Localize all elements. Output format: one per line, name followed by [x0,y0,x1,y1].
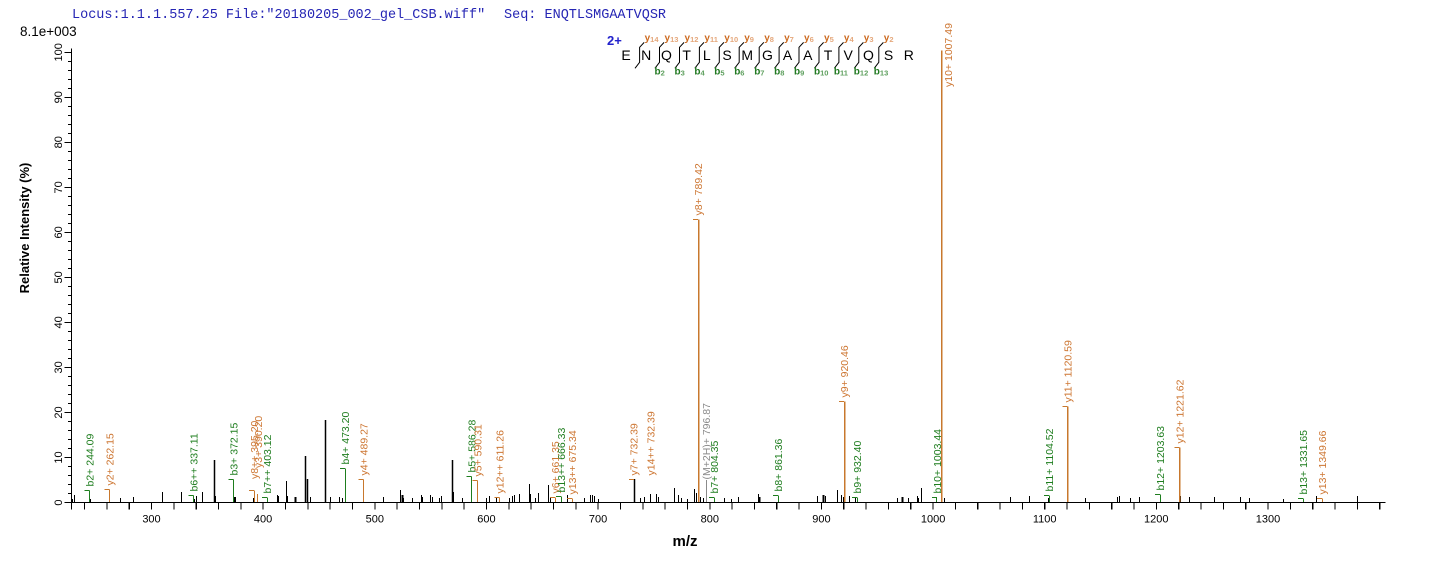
svg-text:E: E [621,47,630,63]
svg-text:L: L [703,47,711,63]
svg-text:600: 600 [477,514,495,526]
svg-text:1100: 1100 [1033,514,1057,526]
svg-text:30: 30 [53,361,65,373]
svg-text:b5: b5 [714,67,724,78]
svg-text:y12+ 1221.62: y12+ 1221.62 [1175,379,1187,443]
svg-text:y8: y8 [764,33,774,44]
svg-text:500: 500 [366,514,384,526]
svg-text:b8+ 861.36: b8+ 861.36 [773,438,785,491]
svg-text:G: G [762,47,773,63]
svg-text:V: V [844,47,854,63]
svg-text:y6: y6 [804,33,814,44]
svg-text:b4+ 473.20: b4+ 473.20 [340,411,352,464]
svg-text:b2: b2 [655,67,665,78]
svg-text:y8+ 789.42: y8+ 789.42 [693,163,705,215]
svg-text:y11: y11 [704,33,718,44]
svg-text:1000: 1000 [921,514,945,526]
svg-text:y2: y2 [884,33,894,44]
svg-text:b7+ 804.35: b7+ 804.35 [709,440,721,493]
svg-text:Q: Q [661,47,672,63]
svg-text:b11: b11 [834,67,848,78]
svg-text:y9+ 920.46: y9+ 920.46 [839,345,851,397]
svg-text:(M+2H)+ 796.87: (M+2H)+ 796.87 [701,403,713,480]
svg-text:y14++ 732.39: y14++ 732.39 [646,411,658,475]
svg-text:y6+ 661.35: y6+ 661.35 [550,441,562,493]
svg-text:1300: 1300 [1256,514,1280,526]
svg-text:b7: b7 [754,67,764,78]
svg-text:y11+ 1120.59: y11+ 1120.59 [1063,340,1075,403]
svg-text:y12++ 611.26: y12++ 611.26 [495,430,507,494]
svg-text:Q: Q [863,47,874,63]
svg-text:y3: y3 [864,33,874,44]
svg-text:T: T [824,47,833,63]
svg-text:N: N [641,47,651,63]
svg-text:b13: b13 [874,67,888,78]
svg-text:0: 0 [53,499,65,505]
svg-text:T: T [682,47,691,63]
svg-text:b12: b12 [854,67,868,78]
svg-text:y7: y7 [784,33,794,44]
svg-text:b7++ 403.12: b7++ 403.12 [262,434,274,493]
svg-text:90: 90 [53,91,65,103]
svg-text:100: 100 [53,43,65,61]
svg-text:b12+ 1203.63: b12+ 1203.63 [1155,426,1167,491]
svg-text:y13+ 1349.66: y13+ 1349.66 [1317,430,1329,494]
svg-text:b11+ 1104.52: b11+ 1104.52 [1044,428,1056,491]
svg-text:y5: y5 [824,33,834,44]
svg-text:800: 800 [701,514,719,526]
svg-text:y4+ 489.27: y4+ 489.27 [359,423,371,475]
svg-text:y8++ 395.20: y8++ 395.20 [249,420,261,479]
svg-text:y2+ 262.15: y2+ 262.15 [105,433,117,485]
svg-text:b6++ 337.11: b6++ 337.11 [189,433,201,491]
svg-text:Relative Intensity (%): Relative Intensity (%) [17,163,32,294]
svg-text:10: 10 [53,451,65,463]
svg-text:y5+ 590.31: y5+ 590.31 [473,424,485,476]
svg-text:y3+ 390.20: y3+ 390.20 [253,416,265,468]
svg-text:b6: b6 [734,67,744,78]
svg-text:300: 300 [142,514,160,526]
svg-text:60: 60 [53,226,65,238]
svg-text:b8: b8 [774,67,784,78]
svg-text:b3: b3 [675,67,685,78]
svg-text:y14: y14 [645,33,660,44]
svg-text:b9+ 932.40: b9+ 932.40 [852,440,864,493]
svg-text:1200: 1200 [1144,514,1168,526]
svg-text:y9: y9 [744,33,754,44]
svg-text:40: 40 [53,316,65,328]
svg-text:y12: y12 [685,33,699,44]
svg-text:20: 20 [53,406,65,418]
svg-text:y10: y10 [724,33,738,44]
svg-text:700: 700 [589,514,607,526]
svg-text:Locus:1.1.1.557.25 File:"20180: Locus:1.1.1.557.25 File:"20180205_002_ge… [72,8,485,23]
svg-text:400: 400 [254,514,272,526]
svg-text:y7+ 732.39: y7+ 732.39 [629,423,641,475]
svg-text:b4: b4 [694,67,705,78]
svg-text:y4: y4 [844,33,855,44]
svg-text:y13: y13 [665,33,679,44]
svg-text:y13++ 675.34: y13++ 675.34 [567,430,579,494]
svg-text:80: 80 [53,136,65,148]
svg-text:900: 900 [812,514,830,526]
svg-text:b13+ 1331.65: b13+ 1331.65 [1298,430,1310,495]
svg-text:8.1e+003: 8.1e+003 [20,24,77,39]
svg-text:b3+ 372.15: b3+ 372.15 [229,422,241,475]
svg-text:S: S [722,47,731,63]
svg-text:A: A [803,47,813,63]
svg-text:R: R [904,47,914,63]
svg-text:b9: b9 [794,67,804,78]
svg-text:2+: 2+ [607,33,622,48]
svg-text:A: A [783,47,793,63]
svg-text:m/z: m/z [672,533,697,550]
svg-text:b5+ 586.28: b5+ 586.28 [466,419,478,472]
svg-text:70: 70 [53,181,65,193]
svg-text:y10+ 1007.49: y10+ 1007.49 [943,23,955,87]
svg-text:b2+ 244.09: b2+ 244.09 [85,433,97,486]
svg-text:M: M [741,47,753,63]
svg-text:S: S [884,47,893,63]
svg-text:b10: b10 [814,67,828,78]
svg-text:b13++ 666.33: b13++ 666.33 [556,428,568,493]
svg-text:Seq: ENQTLSMGAATVQSR: Seq: ENQTLSMGAATVQSR [504,8,666,23]
svg-text:50: 50 [53,271,65,283]
